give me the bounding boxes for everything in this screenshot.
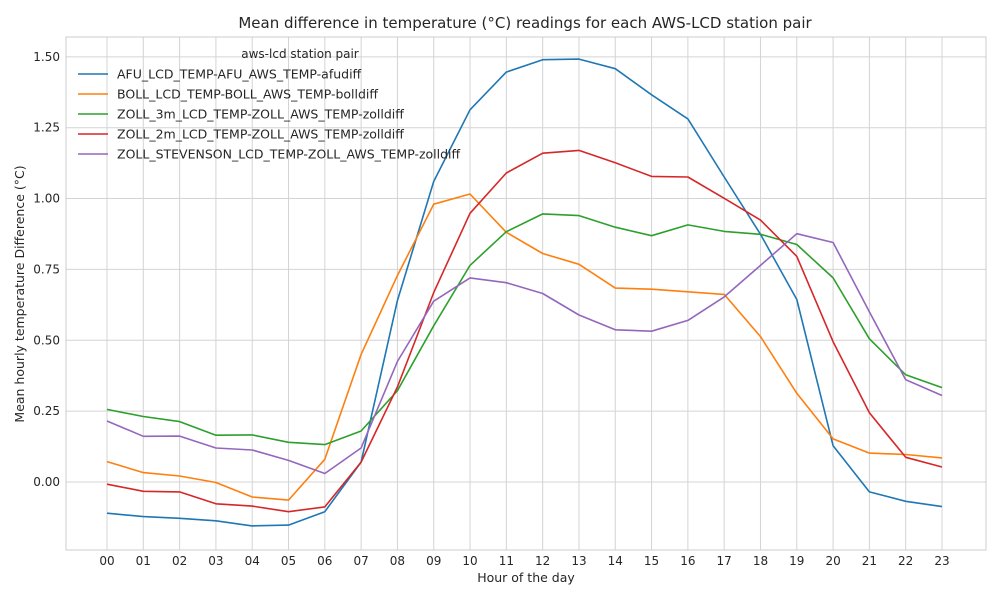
x-tick-label: 05: [281, 554, 296, 568]
x-tick-label: 07: [353, 554, 368, 568]
x-tick-label: 08: [390, 554, 405, 568]
legend: aws-lcd station pair AFU_LCD_TEMP-AFU_AW…: [78, 47, 461, 162]
x-tick-label: 17: [717, 554, 732, 568]
x-tick-label: 13: [571, 554, 586, 568]
y-tick-label: 0.00: [33, 475, 60, 489]
x-tick-label: 00: [99, 554, 114, 568]
x-tick-label: 10: [462, 554, 477, 568]
plot-frame: [65, 36, 987, 551]
series-line-1: [106, 58, 943, 527]
y-tick-label: 1.50: [33, 50, 60, 64]
x-tick-label: 15: [644, 554, 659, 568]
y-tick-label: 1.00: [33, 192, 60, 206]
x-tick-label: 06: [317, 554, 332, 568]
x-tick-label: 11: [499, 554, 514, 568]
x-tick-label: 22: [898, 554, 913, 568]
x-axis-ticks: 00 01 02 03 04 05 06 07 08 09 10 11 12 13 14 15 16 17 18 19…: [99, 554, 949, 568]
legend-entry-label: ZOLL_3m_LCD_TEMP-ZOLL_AWS_TEMP-zolldiff: [117, 107, 404, 122]
x-tick-label: 04: [245, 554, 260, 568]
y-tick-label: 0.25: [33, 404, 60, 418]
series-lines: [106, 58, 943, 527]
series-line-5: [106, 232, 943, 475]
legend-entry-label: AFU_LCD_TEMP-AFU_AWS_TEMP-afudiff: [117, 67, 362, 82]
x-tick-label: 20: [825, 554, 840, 568]
x-tick-label: 18: [753, 554, 768, 568]
x-tick-label: 23: [934, 554, 949, 568]
x-tick-label: 16: [680, 554, 695, 568]
x-tick-label: 09: [426, 554, 441, 568]
x-tick-label: 19: [789, 554, 804, 568]
legend-title: aws-lcd station pair: [241, 47, 359, 61]
y-axis-ticks: 0.00 0.25 0.50 0.75 1.00 1.25 1.50: [33, 50, 60, 489]
chart-title: Mean difference in temperature (°C) read…: [238, 14, 812, 32]
series-line-4: [106, 149, 943, 513]
x-tick-label: 01: [136, 554, 151, 568]
y-axis-label: Mean hourly temperature Difference (°C): [12, 165, 27, 422]
y-tick-label: 1.25: [33, 121, 60, 135]
x-tick-label: 02: [172, 554, 187, 568]
x-axis-label: Hour of the day: [477, 570, 575, 585]
y-tick-label: 0.50: [33, 333, 60, 347]
legend-entry-label: ZOLL_2m_LCD_TEMP-ZOLL_AWS_TEMP-zolldiff: [117, 127, 404, 142]
x-tick-label: 14: [608, 554, 623, 568]
legend-entry-label: ZOLL_STEVENSON_LCD_TEMP-ZOLL_AWS_TEMP-zo…: [117, 147, 461, 162]
y-tick-label: 0.75: [33, 262, 60, 276]
x-tick-label: 21: [862, 554, 877, 568]
x-tick-label: 12: [535, 554, 550, 568]
series-line-2: [106, 193, 943, 501]
x-tick-label: 03: [208, 554, 223, 568]
series-line-3: [106, 213, 943, 446]
legend-entry-label: BOLL_LCD_TEMP-BOLL_AWS_TEMP-bolldiff: [117, 87, 378, 102]
grid: [66, 37, 986, 550]
